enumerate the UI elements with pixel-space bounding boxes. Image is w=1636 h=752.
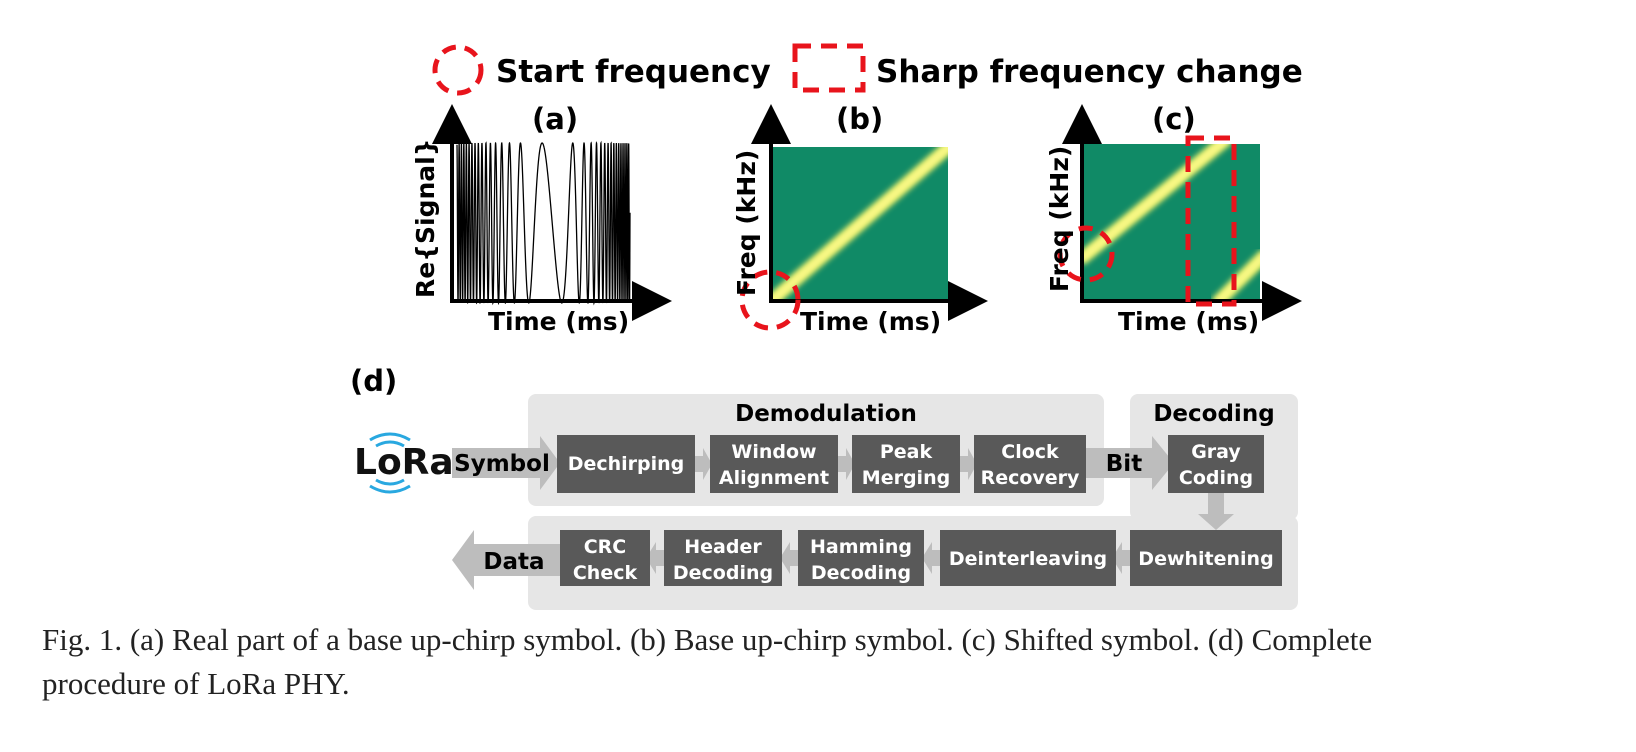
start-frequency-legend-label: Start frequency — [496, 54, 771, 90]
panel-a: (a) Re{Signal} Time (ms) — [411, 102, 672, 336]
panel-b-start-frequency-marker — [739, 269, 801, 331]
deinterleaving-box — [940, 530, 1116, 586]
arrow-dechirping-to-window — [695, 448, 712, 480]
hamming-decoding-line1: Hamming — [810, 536, 912, 558]
panel-d-tag: (d) — [350, 364, 397, 398]
decoding-title: Decoding — [1153, 401, 1274, 427]
caption-line-1: Fig. 1. (a) Real part of a base up-chirp… — [42, 622, 1373, 657]
dewhitening-label: Dewhitening — [1138, 548, 1273, 570]
dechirping-label: Dechirping — [568, 453, 685, 475]
panel-c: (c) Freq (kHz) Time (ms) — [1045, 102, 1302, 336]
crc-check-box — [560, 530, 650, 586]
panel-a-x-label: Time (ms) — [488, 307, 629, 336]
bit-label: Bit — [1106, 451, 1142, 477]
arrow-header-to-crc — [646, 542, 664, 574]
sharp-change-legend-label: Sharp frequency change — [876, 54, 1303, 90]
data-arrow — [452, 530, 560, 590]
hamming-decoding-line2: Decoding — [811, 562, 911, 584]
window-alignment-line1: Window — [731, 441, 816, 463]
panel-c-spectrogram — [1082, 144, 1260, 300]
panel-d: (d) Demodulation Decoding LoRa Symbol De… — [350, 364, 1298, 610]
dewhitening-box — [1130, 530, 1282, 586]
panel-c-start-frequency-marker — [1057, 225, 1115, 283]
arrow-peak-to-clock — [960, 448, 977, 480]
panel-b: (b) Freq (kHz) Time (ms) — [732, 102, 988, 336]
arrow-gray-to-dewhitening — [1198, 493, 1234, 530]
legend: Start frequency Sharp frequency change — [432, 43, 1303, 96]
window-alignment-box — [710, 435, 838, 493]
deinterleaving-label: Deinterleaving — [949, 548, 1107, 570]
peak-merging-line2: Merging — [862, 467, 950, 489]
start-frequency-legend-marker — [432, 44, 484, 96]
window-alignment-line2: Alignment — [719, 467, 829, 489]
arrow-deinterleaving-to-hamming — [922, 542, 940, 574]
panel-b-y-label: Freq (kHz) — [732, 150, 761, 296]
lora-logo-text: LoRa — [354, 442, 454, 483]
figure-caption: Fig. 1. (a) Real part of a base up-chirp… — [42, 618, 1622, 706]
header-decoding-box — [664, 530, 782, 586]
peak-merging-line1: Peak — [880, 441, 933, 463]
panel-b-tag: (b) — [836, 102, 883, 136]
caption-line-2: procedure of LoRa PHY. — [42, 666, 350, 701]
gray-coding-box — [1168, 435, 1264, 493]
data-label: Data — [483, 549, 544, 575]
symbol-arrow — [452, 436, 560, 490]
dechirping-box — [557, 435, 695, 493]
bit-arrow — [1086, 436, 1174, 490]
symbol-label: Symbol — [454, 451, 550, 477]
demodulation-title: Demodulation — [735, 401, 917, 427]
sharp-change-legend-marker — [792, 43, 866, 93]
panel-a-y-label: Re{Signal} — [411, 138, 440, 298]
header-decoding-line1: Header — [684, 536, 762, 558]
gray-coding-line2: Coding — [1179, 467, 1253, 489]
arrow-window-to-peak — [838, 448, 855, 480]
gray-coding-line1: Gray — [1191, 441, 1241, 463]
arrow-hamming-to-header — [780, 542, 798, 574]
panel-c-y-label: Freq (kHz) — [1045, 146, 1074, 292]
arrow-dewhitening-to-deinterleaving — [1112, 542, 1130, 574]
panel-a-chirp-waveform — [456, 140, 631, 306]
clock-recovery-box — [974, 435, 1086, 493]
panel-a-tag: (a) — [532, 102, 578, 136]
lora-logo: LoRa — [354, 432, 454, 494]
panel-c-sharp-change-marker — [1185, 135, 1237, 307]
peak-merging-box — [852, 435, 960, 493]
panel-b-x-label: Time (ms) — [800, 307, 941, 336]
clock-recovery-line1: Clock — [1001, 441, 1059, 463]
panel-c-tag: (c) — [1152, 102, 1196, 136]
clock-recovery-line2: Recovery — [981, 467, 1080, 489]
hamming-decoding-box — [798, 530, 924, 586]
crc-check-line2: Check — [573, 562, 638, 584]
crc-check-line1: CRC — [584, 536, 627, 558]
panel-c-x-label: Time (ms) — [1118, 307, 1259, 336]
lora-signal-icon — [369, 432, 411, 494]
header-decoding-line2: Decoding — [673, 562, 773, 584]
